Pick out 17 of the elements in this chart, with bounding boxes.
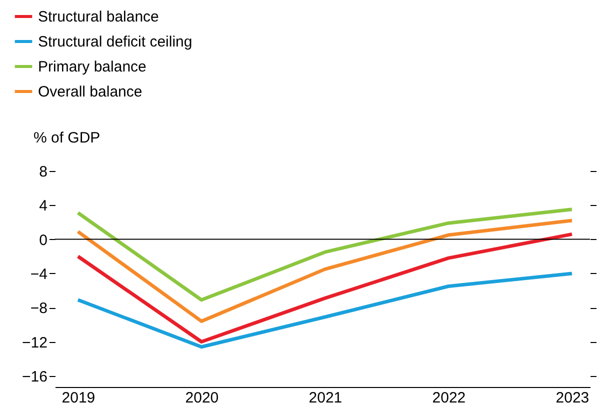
- legend-label: Primary balance: [38, 58, 146, 76]
- x-tick-label: 2020: [185, 390, 219, 406]
- x-tick-label: 2023: [556, 390, 590, 406]
- legend-label: Structural balance: [38, 8, 159, 26]
- y-tick-label: −8: [30, 300, 48, 318]
- y-tick-label: 8: [39, 164, 48, 180]
- x-tick-label: 2022: [432, 390, 466, 406]
- x-tick-label: 2021: [308, 390, 342, 406]
- y-axis-title: % of GDP: [34, 130, 100, 146]
- y-tick-label: 4: [39, 198, 48, 215]
- x-tick-label: 2019: [62, 390, 96, 406]
- legend-label: Overall balance: [38, 84, 142, 100]
- y-tick-label: 0: [39, 232, 48, 249]
- y-tick-label: −16: [22, 368, 48, 386]
- y-tick-label: −12: [22, 334, 48, 352]
- legend-label: Structural deficit ceiling: [38, 34, 192, 50]
- y-tick-label: −4: [30, 266, 48, 283]
